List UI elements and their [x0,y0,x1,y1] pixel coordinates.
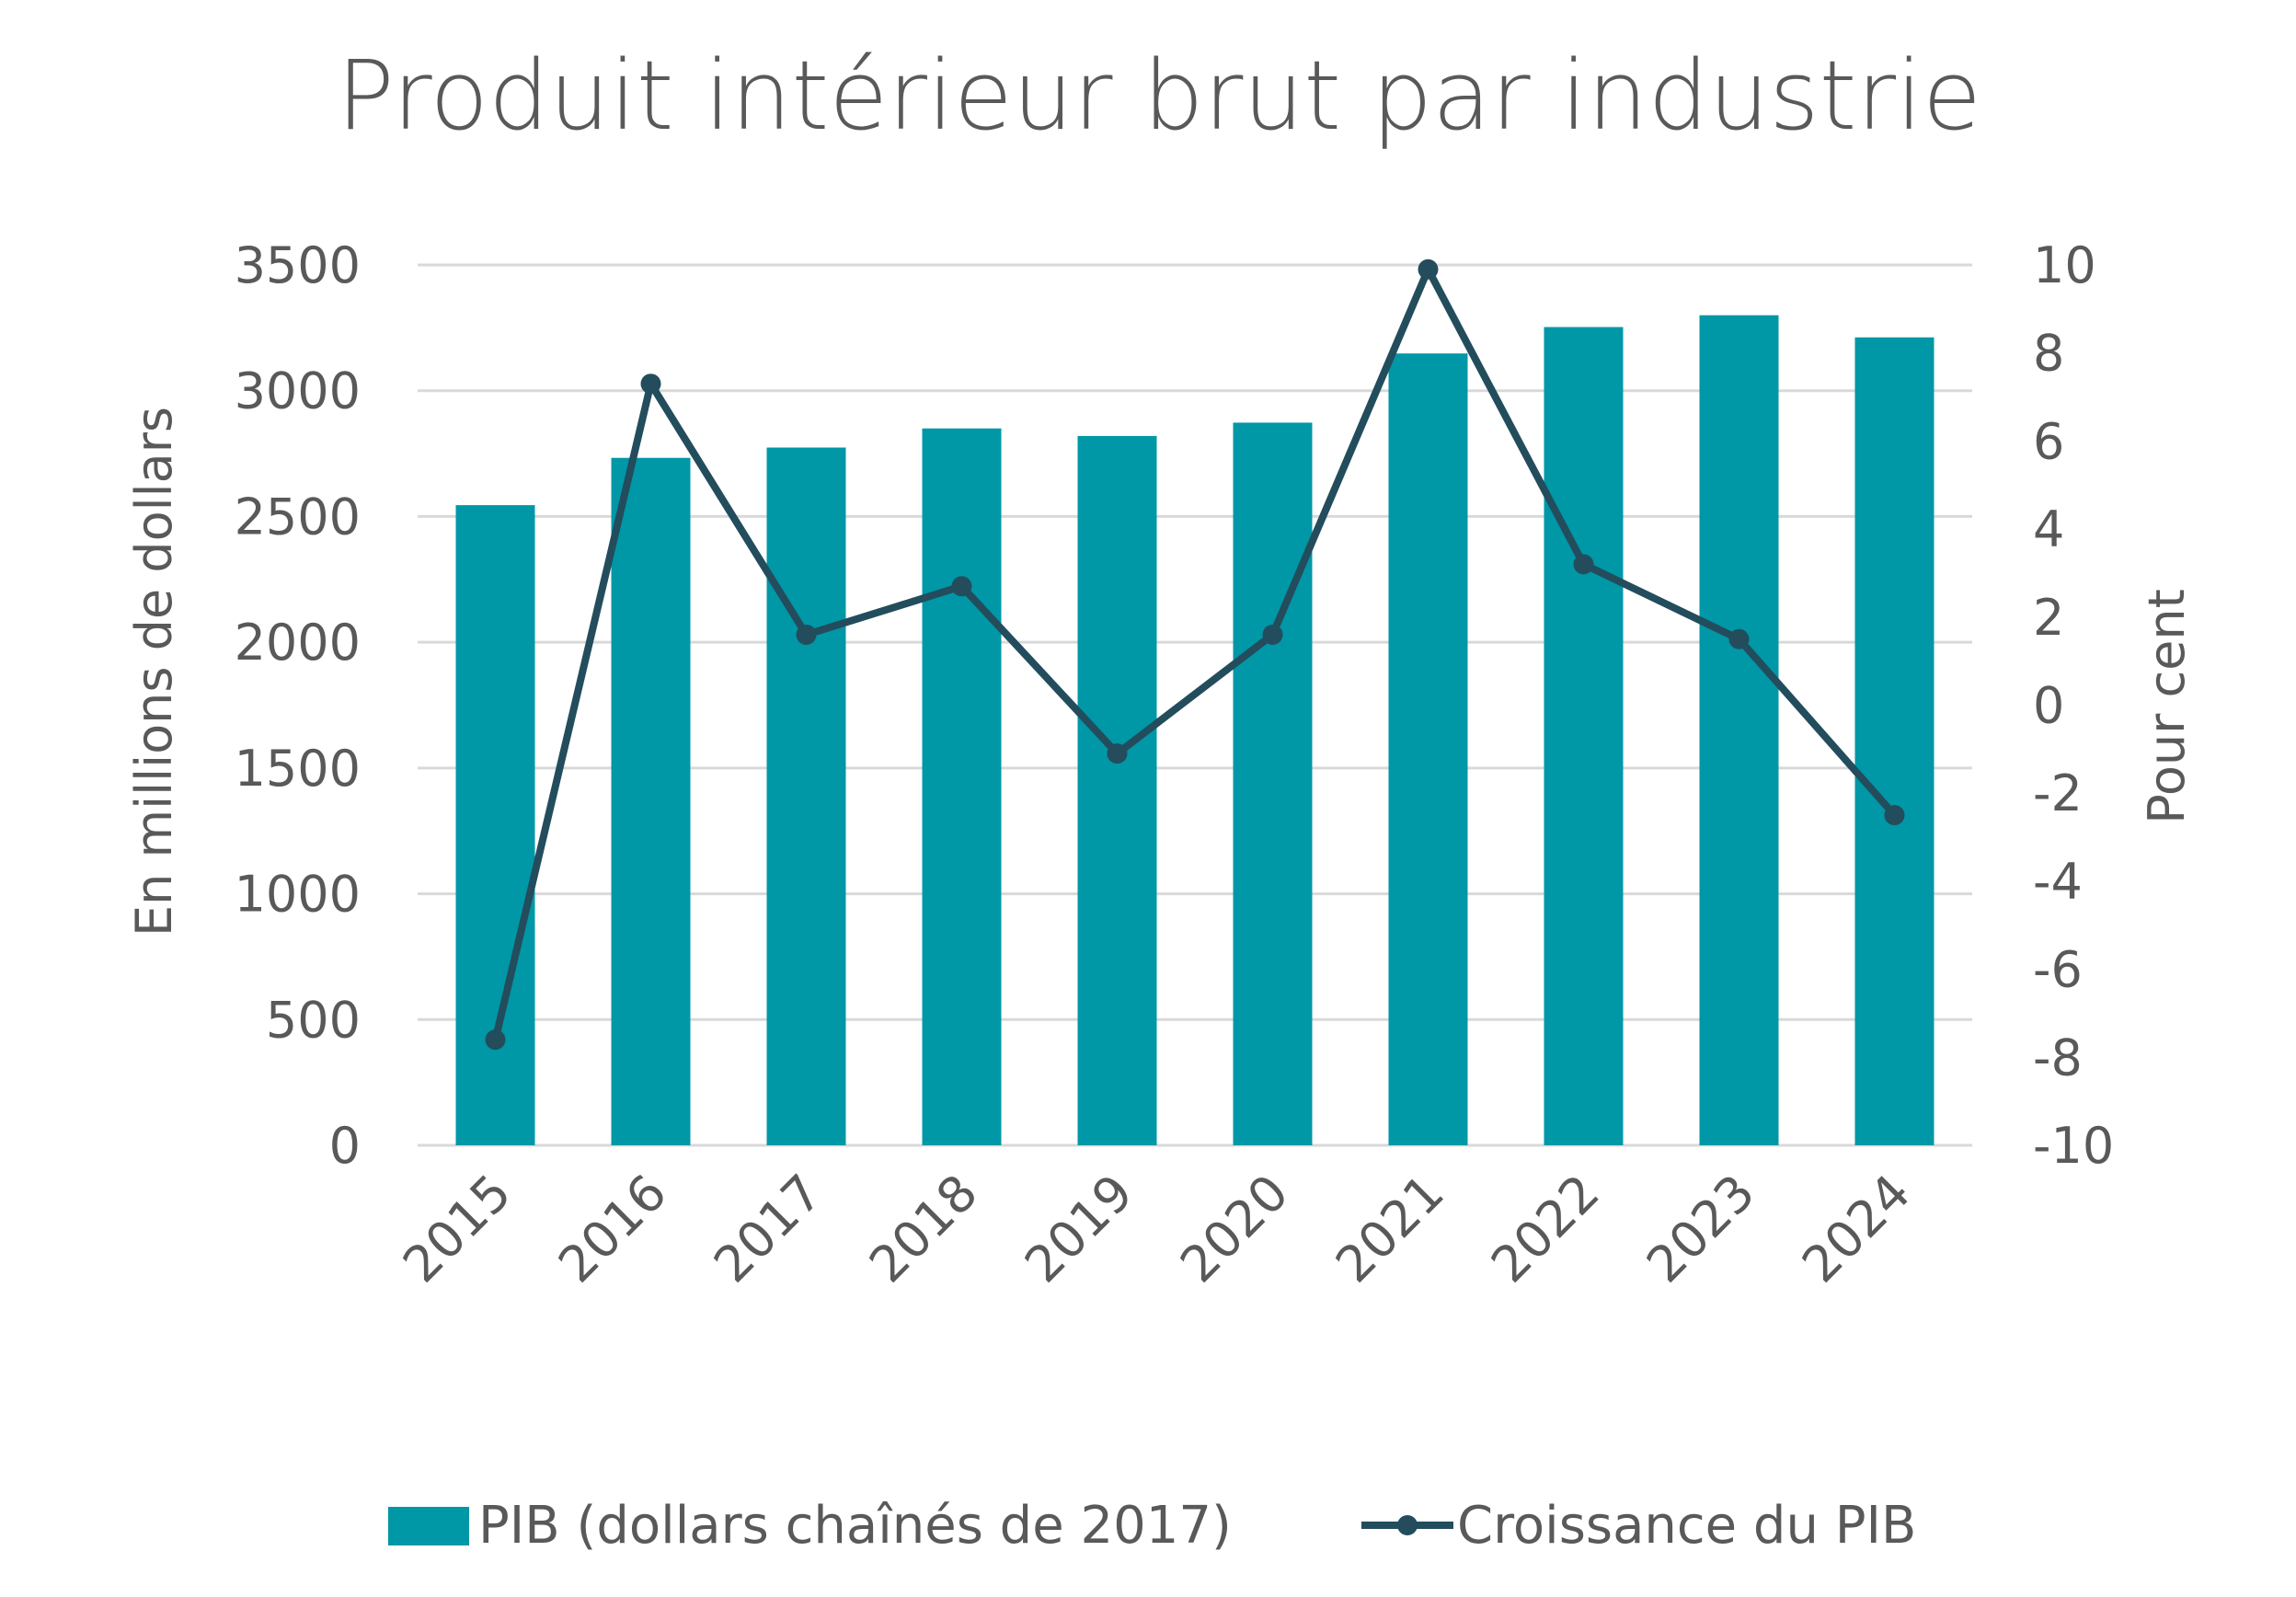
growth-line [485,259,1905,1051]
x-tick-label: 2017 [703,1164,833,1294]
left-axis-label: En millions de dollars [125,407,183,936]
left-tick-label: 1500 [235,740,361,798]
bar-2019 [1077,435,1157,1146]
x-tick-label: 2024 [1791,1164,1922,1294]
x-axis-ticks: 2015 2016 2017 2018 2019 2020 2021 2022 2023 2024 [392,1164,1922,1294]
right-tick-label: 4 [2033,500,2064,558]
right-tick-label: -6 [2033,941,2083,999]
bar-2021 [1388,353,1468,1146]
growth-point-2021 [1418,259,1439,280]
x-tick-label: 2022 [1480,1164,1611,1294]
left-tick-label: 2000 [235,614,361,672]
right-tick-label: 6 [2033,412,2064,470]
right-tick-label: -4 [2033,853,2083,911]
bar-2016 [611,457,691,1145]
legend: PIB (dollars chaînés de 2017) Croissance… [388,1496,1916,1556]
bar-2018 [922,428,1002,1145]
left-tick-label: 2500 [235,488,361,546]
growth-point-2015 [485,1029,506,1051]
left-tick-label: 500 [266,991,361,1049]
growth-point-2023 [1728,628,1750,649]
x-tick-label: 2019 [1014,1164,1144,1294]
left-tick-label: 1000 [235,866,361,924]
right-tick-label: -10 [2033,1117,2114,1175]
x-tick-label: 2016 [547,1164,678,1294]
right-tick-label: 8 [2033,325,2064,383]
x-tick-label: 2023 [1636,1164,1766,1294]
chart-title: Produit intérieur brut par industrie [337,40,1981,152]
x-tick-label: 2021 [1325,1164,1455,1294]
bar-2024 [1854,337,1934,1145]
right-tick-label: 10 [2033,236,2096,294]
growth-point-2016 [640,373,661,395]
right-axis-label: Pour cent [2138,589,2196,824]
legend-swatch-marker [1397,1515,1418,1535]
growth-point-2024 [1884,805,1905,826]
legend-label-line: Croissance du PIB [1457,1496,1916,1556]
growth-point-2017 [796,624,817,645]
bar-2023 [1699,315,1779,1146]
legend-label-bar: PIB (dollars chaînés de 2017) [478,1496,1232,1556]
x-tick-label: 2020 [1169,1164,1300,1294]
bar-2022 [1544,327,1624,1145]
x-tick-label: 2018 [858,1164,989,1294]
left-tick-label: 3500 [235,236,361,294]
bars [455,315,1934,1146]
right-tick-label: -2 [2033,764,2083,822]
growth-point-2019 [1107,743,1128,764]
bar-2020 [1233,422,1313,1146]
right-tick-label: -8 [2033,1028,2083,1086]
legend-swatch-bar [388,1507,469,1545]
growth-point-2020 [1262,624,1283,645]
right-tick-label: 0 [2033,677,2064,735]
growth-polyline [491,265,1898,1041]
left-tick-label: 0 [329,1117,361,1175]
growth-point-2018 [951,576,972,597]
right-tick-label: 2 [2033,589,2064,647]
bar-2017 [766,447,846,1145]
growth-point-2022 [1573,554,1594,575]
x-tick-label: 2015 [392,1164,522,1294]
left-tick-label: 3000 [235,362,361,420]
right-axis-ticks: -10 -8 -6 -4 -2 0 2 4 6 8 10 [2033,236,2114,1175]
left-axis-ticks: 0 500 1000 1500 2000 2500 3000 3500 [235,236,361,1175]
